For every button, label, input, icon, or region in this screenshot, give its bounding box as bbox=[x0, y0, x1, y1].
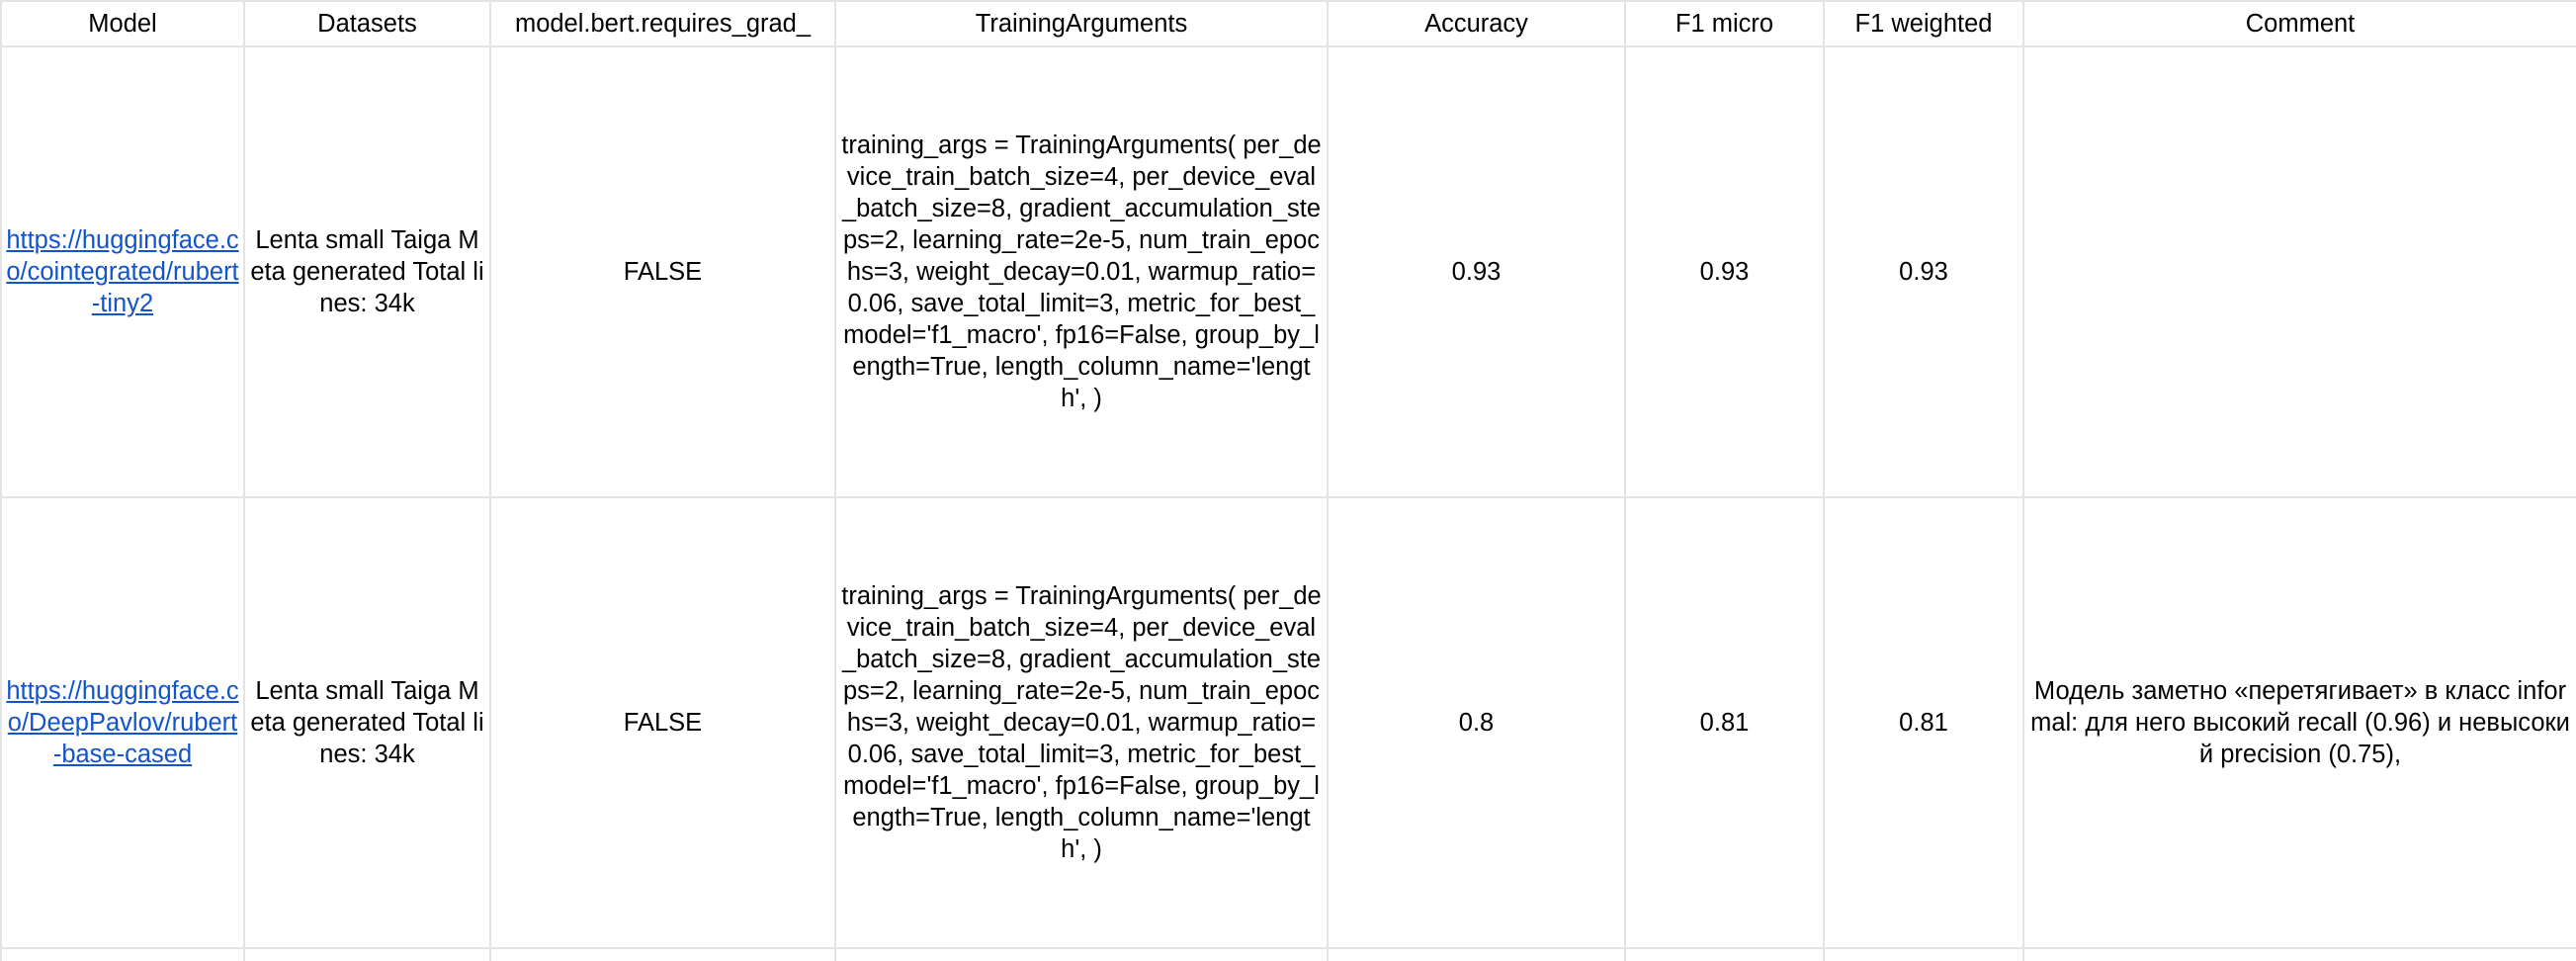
header-cell-model[interactable]: Model bbox=[0, 0, 245, 47]
cell-datasets[interactable]: Lenta small Taiga Meta generated Total l… bbox=[243, 496, 491, 949]
cell-comment[interactable]: Модель заметно «перетягивает» в класс in… bbox=[2022, 496, 2576, 949]
cell-accuracy[interactable]: 0.8 bbox=[1327, 496, 1626, 949]
cell-f1-weighted[interactable]: 0.81 bbox=[1823, 496, 2024, 949]
header-cell-datasets[interactable]: Datasets bbox=[243, 0, 491, 47]
header-cell-comment[interactable]: Comment bbox=[2022, 0, 2576, 47]
cell-accuracy[interactable]: 0.93 bbox=[1327, 45, 1626, 498]
cell-f1-weighted[interactable]: 0.93 bbox=[1823, 45, 2024, 498]
cell-f1-micro[interactable]: 0.93 bbox=[1624, 45, 1825, 498]
empty-cell[interactable] bbox=[1327, 947, 1626, 961]
header-cell-requires-grad[interactable]: model.bert.requires_grad_ bbox=[489, 0, 836, 47]
model-link[interactable]: https://huggingface.co/DeepPavlov/rubert… bbox=[6, 677, 239, 768]
cell-requires-grad[interactable]: FALSE bbox=[489, 45, 836, 498]
cell-training-arguments[interactable]: training_args = TrainingArguments( per_d… bbox=[834, 496, 1329, 949]
next-row-partial bbox=[0, 947, 2576, 961]
table-row: https://huggingface.co/DeepPavlov/rubert… bbox=[0, 496, 2576, 949]
empty-cell[interactable] bbox=[2022, 947, 2576, 961]
empty-cell[interactable] bbox=[1823, 947, 2024, 961]
model-link[interactable]: https://huggingface.co/cointegrated/rube… bbox=[6, 226, 239, 317]
empty-cell[interactable] bbox=[1624, 947, 1825, 961]
cell-model[interactable]: https://huggingface.co/DeepPavlov/rubert… bbox=[0, 496, 245, 949]
cell-model[interactable]: https://huggingface.co/cointegrated/rube… bbox=[0, 45, 245, 498]
cell-training-arguments[interactable]: training_args = TrainingArguments( per_d… bbox=[834, 45, 1329, 498]
empty-cell[interactable] bbox=[489, 947, 836, 961]
header-cell-f1-micro[interactable]: F1 micro bbox=[1624, 0, 1825, 47]
empty-cell[interactable] bbox=[243, 947, 491, 961]
header-cell-f1-weighted[interactable]: F1 weighted bbox=[1823, 0, 2024, 47]
cell-requires-grad[interactable]: FALSE bbox=[489, 496, 836, 949]
header-row: Model Datasets model.bert.requires_grad_… bbox=[0, 0, 2576, 47]
cell-comment[interactable] bbox=[2022, 45, 2576, 498]
header-cell-accuracy[interactable]: Accuracy bbox=[1327, 0, 1626, 47]
empty-cell[interactable] bbox=[834, 947, 1329, 961]
table-row: https://huggingface.co/cointegrated/rube… bbox=[0, 45, 2576, 498]
header-cell-training-arguments[interactable]: TrainingArguments bbox=[834, 0, 1329, 47]
cell-f1-micro[interactable]: 0.81 bbox=[1624, 496, 1825, 949]
cell-datasets[interactable]: Lenta small Taiga Meta generated Total l… bbox=[243, 45, 491, 498]
empty-cell[interactable] bbox=[0, 947, 245, 961]
